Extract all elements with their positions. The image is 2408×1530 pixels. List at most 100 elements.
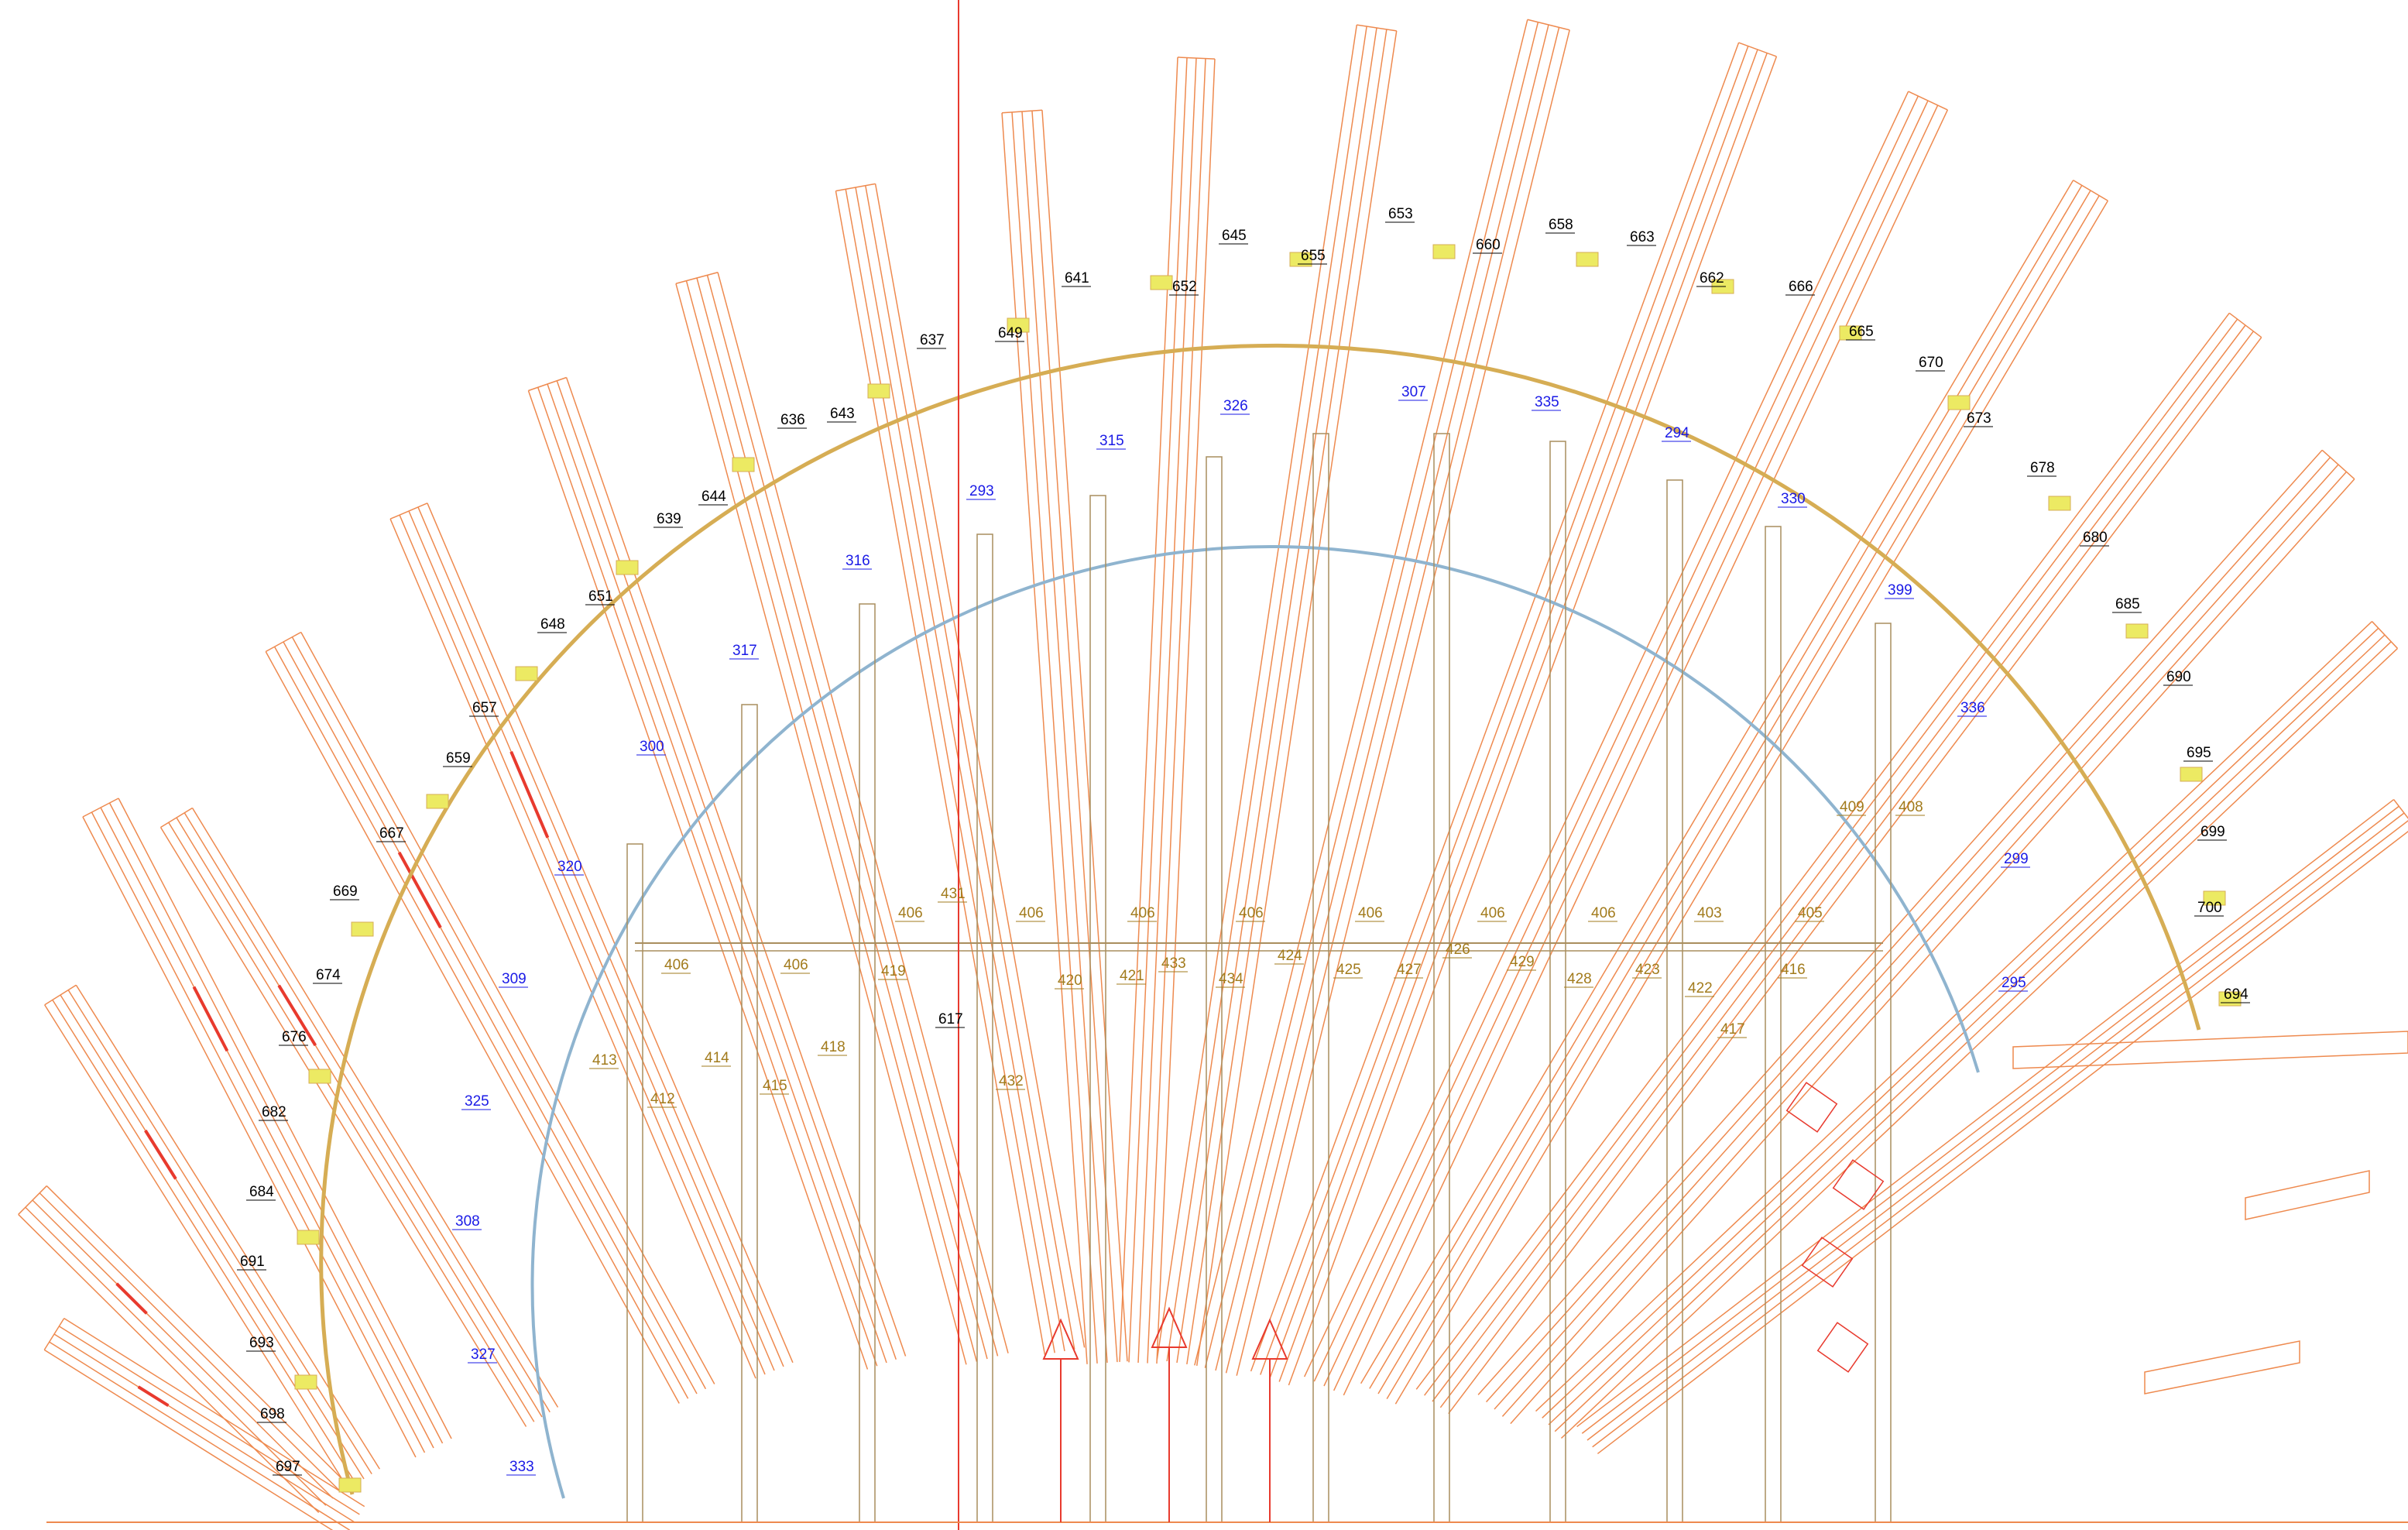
label: 399 bbox=[1885, 582, 1914, 599]
column bbox=[859, 603, 876, 1523]
label: 427 bbox=[1394, 962, 1423, 979]
svg-text:405: 405 bbox=[1798, 905, 1823, 921]
radial-beam bbox=[1156, 24, 1398, 1366]
radial-beam bbox=[43, 1318, 365, 1530]
connector-plate bbox=[1432, 244, 1456, 259]
red-block bbox=[1832, 1159, 1885, 1210]
svg-text:680: 680 bbox=[2083, 530, 2108, 546]
label: 431 bbox=[938, 886, 967, 903]
label: 700 bbox=[2194, 900, 2224, 917]
label: 415 bbox=[760, 1078, 789, 1095]
column bbox=[1206, 456, 1223, 1523]
svg-text:678: 678 bbox=[2030, 460, 2055, 476]
base-details bbox=[46, 0, 2408, 1530]
label: 649 bbox=[995, 325, 1024, 342]
svg-text:308: 308 bbox=[455, 1213, 480, 1230]
label: 421 bbox=[1117, 968, 1146, 985]
label: 684 bbox=[246, 1184, 276, 1201]
svg-text:413: 413 bbox=[592, 1052, 617, 1069]
radial-beam bbox=[44, 984, 380, 1490]
label: 699 bbox=[2197, 824, 2227, 841]
svg-text:293: 293 bbox=[969, 483, 994, 499]
label: 413 bbox=[589, 1052, 619, 1069]
connector-plate bbox=[867, 383, 890, 399]
svg-text:676: 676 bbox=[282, 1029, 307, 1045]
svg-text:648: 648 bbox=[540, 616, 565, 633]
svg-text:406: 406 bbox=[1591, 905, 1616, 921]
svg-text:406: 406 bbox=[664, 957, 689, 973]
label: 433 bbox=[1158, 955, 1188, 973]
svg-text:685: 685 bbox=[2115, 596, 2140, 612]
connector-plate bbox=[616, 560, 639, 575]
svg-text:316: 316 bbox=[846, 553, 870, 569]
red-block bbox=[1785, 1082, 1838, 1133]
svg-text:399: 399 bbox=[1888, 582, 1912, 599]
label: 685 bbox=[2112, 596, 2142, 613]
connector-plate bbox=[1007, 317, 1030, 333]
red-block bbox=[1816, 1322, 1869, 1373]
connector-plate bbox=[2203, 890, 2226, 906]
label: 330 bbox=[1778, 491, 1807, 508]
svg-text:644: 644 bbox=[701, 489, 726, 505]
svg-text:424: 424 bbox=[1278, 948, 1302, 964]
svg-text:420: 420 bbox=[1058, 973, 1082, 989]
svg-text:666: 666 bbox=[1789, 279, 1813, 295]
label: 429 bbox=[1507, 954, 1536, 971]
label: 406 bbox=[1016, 905, 1045, 922]
svg-text:406: 406 bbox=[784, 957, 808, 973]
svg-text:700: 700 bbox=[2197, 900, 2222, 916]
radial-beams bbox=[18, 19, 2408, 1530]
connector-plate bbox=[1289, 252, 1312, 267]
svg-text:294: 294 bbox=[1665, 425, 1689, 441]
svg-text:434: 434 bbox=[1219, 971, 1243, 987]
ring-arcs bbox=[319, 343, 2201, 1499]
connector-plate bbox=[2048, 496, 2071, 511]
label: 418 bbox=[818, 1039, 847, 1056]
radial-beam bbox=[527, 376, 907, 1370]
beam-stub bbox=[2012, 1031, 2408, 1069]
svg-text:431: 431 bbox=[941, 886, 966, 902]
connector-plate bbox=[1947, 395, 1971, 410]
label: 308 bbox=[452, 1213, 482, 1230]
svg-text:641: 641 bbox=[1065, 270, 1089, 286]
label: 403 bbox=[1694, 905, 1724, 922]
radial-beam bbox=[1360, 180, 2109, 1405]
label: 644 bbox=[698, 489, 728, 506]
svg-text:422: 422 bbox=[1688, 980, 1713, 997]
svg-text:663: 663 bbox=[1630, 229, 1655, 245]
svg-text:693: 693 bbox=[249, 1335, 274, 1351]
svg-text:665: 665 bbox=[1849, 324, 1874, 340]
svg-text:406: 406 bbox=[1480, 905, 1505, 921]
svg-text:419: 419 bbox=[881, 963, 906, 979]
svg-text:320: 320 bbox=[557, 859, 582, 875]
svg-text:415: 415 bbox=[763, 1078, 787, 1094]
svg-text:425: 425 bbox=[1336, 962, 1361, 978]
svg-text:335: 335 bbox=[1535, 394, 1559, 410]
radial-beam bbox=[1576, 798, 2408, 1455]
svg-text:421: 421 bbox=[1120, 968, 1144, 984]
connector-plate bbox=[515, 666, 538, 681]
label: 293 bbox=[966, 483, 996, 500]
svg-text:429: 429 bbox=[1510, 954, 1535, 970]
label: 669 bbox=[330, 883, 359, 901]
svg-text:643: 643 bbox=[830, 406, 855, 422]
label: 674 bbox=[313, 967, 342, 984]
svg-text:670: 670 bbox=[1919, 355, 1943, 371]
label: 425 bbox=[1333, 962, 1363, 979]
svg-text:699: 699 bbox=[2200, 824, 2225, 840]
beam-stub bbox=[2144, 1340, 2300, 1394]
radial-beam bbox=[1477, 449, 2355, 1425]
label: 663 bbox=[1627, 229, 1656, 246]
radial-beam bbox=[1119, 57, 1216, 1364]
radial-beam bbox=[18, 1185, 348, 1513]
label: 325 bbox=[461, 1093, 491, 1110]
radial-beam bbox=[160, 807, 559, 1427]
label: 327 bbox=[468, 1346, 497, 1364]
radial-beam bbox=[1250, 42, 1778, 1386]
anchor-detail bbox=[1251, 1318, 1288, 1522]
svg-text:406: 406 bbox=[1239, 905, 1264, 921]
svg-text:653: 653 bbox=[1388, 206, 1413, 222]
svg-text:617: 617 bbox=[938, 1011, 963, 1027]
